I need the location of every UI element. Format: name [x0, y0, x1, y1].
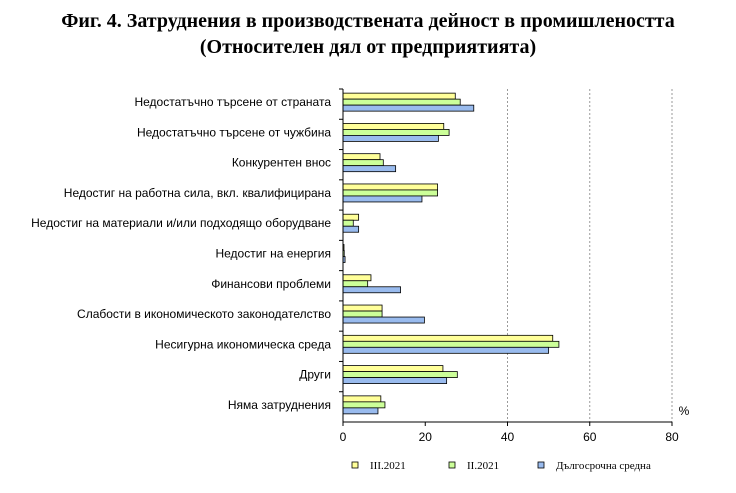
bar [342, 371, 458, 378]
bar [342, 346, 550, 354]
category-label: Няма затруднения [228, 398, 331, 412]
category-label: Финансови проблеми [211, 277, 331, 291]
bar [342, 165, 397, 173]
bar [342, 183, 438, 191]
category-label: Конкурентен внос [232, 156, 331, 170]
x-tick-label: 40 [501, 430, 515, 444]
category-label: Недостиг на работна сила, вкл. квалифици… [64, 186, 332, 200]
bar [342, 274, 372, 282]
bar [342, 316, 425, 324]
bar [342, 135, 439, 142]
legend-label: III.2021 [370, 460, 406, 472]
category-label: Недостиг на енергия [215, 247, 331, 261]
bar [342, 395, 382, 403]
bar [342, 213, 360, 221]
legend-swatch [537, 461, 545, 469]
category-label: Слабости в икономическото законодателств… [77, 307, 331, 321]
legend-label: II.2021 [467, 460, 499, 472]
bar [342, 104, 475, 112]
bar [342, 340, 560, 348]
bar [342, 153, 381, 161]
bar [342, 225, 360, 233]
bar [342, 129, 450, 136]
x-tick-label: 20 [419, 430, 433, 444]
bar [342, 334, 554, 342]
legend-label: Дългосрочна средна [556, 460, 651, 472]
bar [342, 310, 383, 318]
chart-title: Фиг. 4. Затруднения в производствената д… [61, 10, 675, 32]
category-label: Недостатъчно търсене от чужбина [137, 125, 331, 139]
bar [342, 286, 401, 294]
bar [342, 123, 445, 130]
bar [342, 365, 444, 372]
chart-subtitle: (Относителен дял от предприятията) [199, 36, 537, 58]
legend-swatch [351, 461, 359, 469]
bar [342, 98, 461, 106]
category-label: Несигурна икономическа среда [155, 337, 331, 351]
unit-label: % [679, 404, 690, 418]
bar [342, 219, 354, 227]
category-label: Недостиг на материали и/или подходящо об… [31, 216, 331, 230]
bar [342, 377, 448, 384]
legend-swatch [448, 461, 456, 469]
bar [342, 401, 386, 409]
x-tick-label: 80 [665, 430, 679, 444]
bar [342, 280, 369, 288]
bar [342, 407, 379, 415]
bar [342, 92, 456, 100]
x-tick-label: 0 [340, 430, 347, 444]
x-tick-label: 60 [583, 430, 597, 444]
bar [342, 195, 423, 203]
bar [342, 304, 383, 312]
category-label: Други [299, 368, 331, 382]
bar [342, 159, 384, 167]
category-label: Недостатъчно търсене от страната [134, 95, 331, 109]
bar [342, 189, 438, 197]
